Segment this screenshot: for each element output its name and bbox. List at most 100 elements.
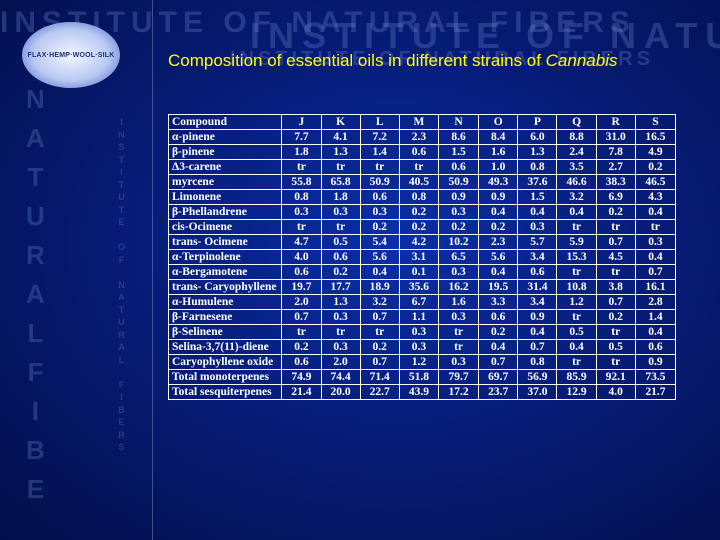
value-cell: 16.1: [634, 279, 677, 295]
value-cell: tr: [359, 324, 400, 340]
value-cell: 0.3: [634, 234, 677, 250]
value-cell: tr: [320, 159, 361, 175]
header-strain: L: [359, 114, 400, 130]
compound-cell: Caryophyllene oxide: [167, 354, 283, 370]
value-cell: 0.3: [320, 339, 361, 355]
value-cell: 38.3: [595, 174, 636, 190]
watermark-left-letter: R: [26, 240, 45, 270]
value-cell: 0.4: [478, 339, 519, 355]
watermark-left-small-letter: E: [118, 417, 125, 427]
value-cell: 0.4: [634, 204, 677, 220]
value-cell: 0.6: [398, 144, 439, 160]
value-cell: 0.4: [517, 204, 558, 220]
watermark-left-letter: L: [27, 318, 44, 348]
value-cell: 37.6: [517, 174, 558, 190]
value-cell: 1.0: [478, 159, 519, 175]
watermark-left-small-letter: S: [118, 442, 125, 452]
value-cell: 10.2: [437, 234, 480, 250]
value-cell: 0.8: [517, 159, 558, 175]
value-cell: 0.8: [281, 189, 322, 205]
value-cell: 0.6: [517, 264, 558, 280]
header-strain: K: [320, 114, 361, 130]
value-cell: 15.3: [556, 249, 597, 265]
watermark-left-small-letter: F: [118, 379, 125, 390]
value-cell: 17.7: [320, 279, 361, 295]
value-cell: 19.7: [281, 279, 322, 295]
value-cell: 0.2: [281, 339, 322, 355]
value-cell: tr: [281, 219, 322, 235]
watermark-left-letter: A: [26, 279, 45, 309]
table-row: β-Selinene tr tr tr 0.3 tr 0.2 0.4 0.5 tr 0.4: [167, 324, 677, 340]
watermark-left-letter: F: [27, 357, 44, 387]
compound-cell: α-Humulene: [167, 294, 283, 310]
value-cell: 31.4: [517, 279, 558, 295]
institute-logo: FLAX·HEMP·WOOL·SILK: [22, 22, 120, 88]
value-cell: 0.4: [478, 264, 519, 280]
value-cell: 1.3: [517, 144, 558, 160]
value-cell: 50.9: [437, 174, 480, 190]
value-cell: 4.7: [281, 234, 322, 250]
value-cell: 2.4: [556, 144, 597, 160]
table-row: Limonene 0.8 1.8 0.6 0.8 0.9 0.9 1.5 3.2 6.9 4.3: [167, 189, 677, 205]
value-cell: tr: [320, 324, 361, 340]
value-cell: 0.4: [634, 324, 677, 340]
value-cell: tr: [634, 219, 677, 235]
value-cell: 0.4: [517, 324, 558, 340]
value-cell: 0.7: [359, 309, 400, 325]
value-cell: 0.3: [320, 204, 361, 220]
value-cell: 0.9: [517, 309, 558, 325]
value-cell: 0.7: [281, 309, 322, 325]
value-cell: 0.9: [478, 189, 519, 205]
value-cell: 1.1: [398, 309, 439, 325]
value-cell: tr: [281, 159, 322, 175]
value-cell: 6.7: [398, 294, 439, 310]
divider-line: [152, 0, 153, 540]
value-cell: 0.1: [398, 264, 439, 280]
value-cell: 0.6: [320, 249, 361, 265]
value-cell: 3.2: [556, 189, 597, 205]
value-cell: 5.4: [359, 234, 400, 250]
value-cell: 56.9: [517, 369, 558, 385]
value-cell: 0.4: [556, 339, 597, 355]
table-row: α-Terpinolene 4.0 0.6 5.6 3.1 6.5 5.6 3.4 15.3 4.…: [167, 249, 677, 265]
value-cell: tr: [595, 324, 636, 340]
value-cell: 0.5: [556, 324, 597, 340]
value-cell: 17.2: [437, 384, 480, 400]
value-cell: 0.6: [634, 339, 677, 355]
value-cell: 5.7: [517, 234, 558, 250]
table-row: cis-Ocimene tr tr 0.2 0.2 0.2 0.2 0.3 tr tr tr: [167, 219, 677, 235]
value-cell: 4.2: [398, 234, 439, 250]
value-cell: tr: [556, 264, 597, 280]
value-cell: 50.9: [359, 174, 400, 190]
value-cell: 55.8: [281, 174, 322, 190]
compound-cell: α-Terpinolene: [167, 249, 283, 265]
value-cell: 1.6: [437, 294, 480, 310]
value-cell: tr: [595, 354, 636, 370]
value-cell: 0.3: [359, 204, 400, 220]
value-cell: 0.8: [517, 354, 558, 370]
value-cell: 0.2: [398, 204, 439, 220]
value-cell: 0.3: [437, 264, 480, 280]
slide-title: Composition of essential oils in differe…: [168, 51, 708, 71]
table-row: β-Phellandrene 0.3 0.3 0.3 0.2 0.3 0.4 0.4 0.4 0.…: [167, 204, 677, 220]
value-cell: 0.4: [478, 204, 519, 220]
value-cell: 37.0: [517, 384, 558, 400]
watermark-left-letter: T: [27, 162, 44, 192]
value-cell: 65.8: [320, 174, 361, 190]
watermark-left-small-letter: N: [118, 129, 125, 140]
value-cell: 0.9: [634, 354, 677, 370]
watermark-left-letter: N: [26, 84, 45, 114]
table-row: myrcene 55.8 65.8 50.9 40.5 50.9 49.3 37.6 46.6 3…: [167, 174, 677, 190]
value-cell: 4.0: [595, 384, 636, 400]
value-cell: 0.5: [320, 234, 361, 250]
value-cell: tr: [556, 354, 597, 370]
compound-cell: Total sesquiterpenes: [167, 384, 283, 400]
value-cell: 0.2: [398, 219, 439, 235]
watermark-left-small-letter: T: [118, 154, 125, 165]
watermark-left-small-letter: A: [118, 292, 125, 302]
value-cell: 0.2: [478, 324, 519, 340]
header-strain: R: [595, 114, 636, 130]
header-compound: Compound: [167, 114, 283, 130]
